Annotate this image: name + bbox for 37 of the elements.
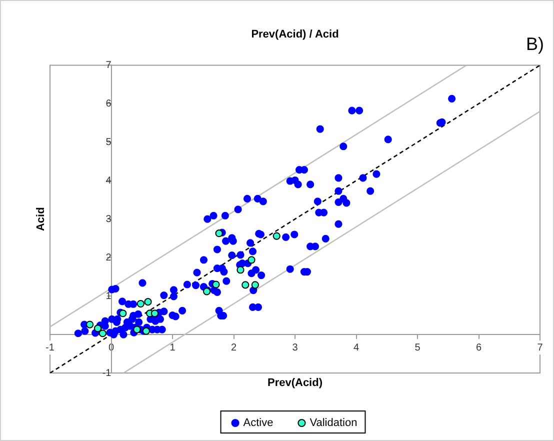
- point: [150, 310, 159, 318]
- point: [142, 327, 150, 335]
- x-axis-title: Prev(Acid): [267, 377, 323, 390]
- point: [98, 330, 106, 338]
- point: [215, 230, 223, 238]
- x-tick-label: 1: [170, 342, 176, 354]
- point: [119, 310, 127, 318]
- text: B): [526, 34, 544, 54]
- point: [94, 324, 102, 332]
- x-tick-label: 5: [414, 342, 421, 354]
- point: [272, 232, 280, 240]
- point: [242, 281, 250, 289]
- y-tick-label: -1: [102, 368, 112, 379]
- chart-title: Prev(Acid) / Acid: [251, 28, 339, 41]
- y-tick-label: 2: [106, 252, 112, 264]
- y-tick-label: 3: [106, 214, 112, 225]
- x-tick-label: 7: [537, 342, 544, 354]
- legend-label: Validation: [310, 417, 358, 430]
- legend-label: Active: [243, 417, 274, 430]
- point: [144, 298, 152, 306]
- y-tick-label: 4: [106, 175, 112, 186]
- y-tick-label: 7: [106, 60, 112, 71]
- y-tick-label: 1: [106, 290, 112, 302]
- x-tick-label: 4: [353, 342, 360, 354]
- point: [251, 281, 259, 289]
- point: [212, 280, 220, 288]
- y-axis-title: Acid: [35, 207, 48, 232]
- x-tick-label: -1: [46, 342, 55, 354]
- x-tick-label: 3: [292, 342, 298, 354]
- x-tick-label: 2: [230, 342, 237, 354]
- point: [248, 256, 256, 264]
- x-tick-label: 6: [476, 342, 482, 354]
- point: [86, 320, 94, 328]
- point: [136, 300, 144, 308]
- point: [236, 266, 244, 274]
- y-tick-label: 5: [106, 136, 112, 148]
- y-tick-label: 6: [106, 98, 112, 110]
